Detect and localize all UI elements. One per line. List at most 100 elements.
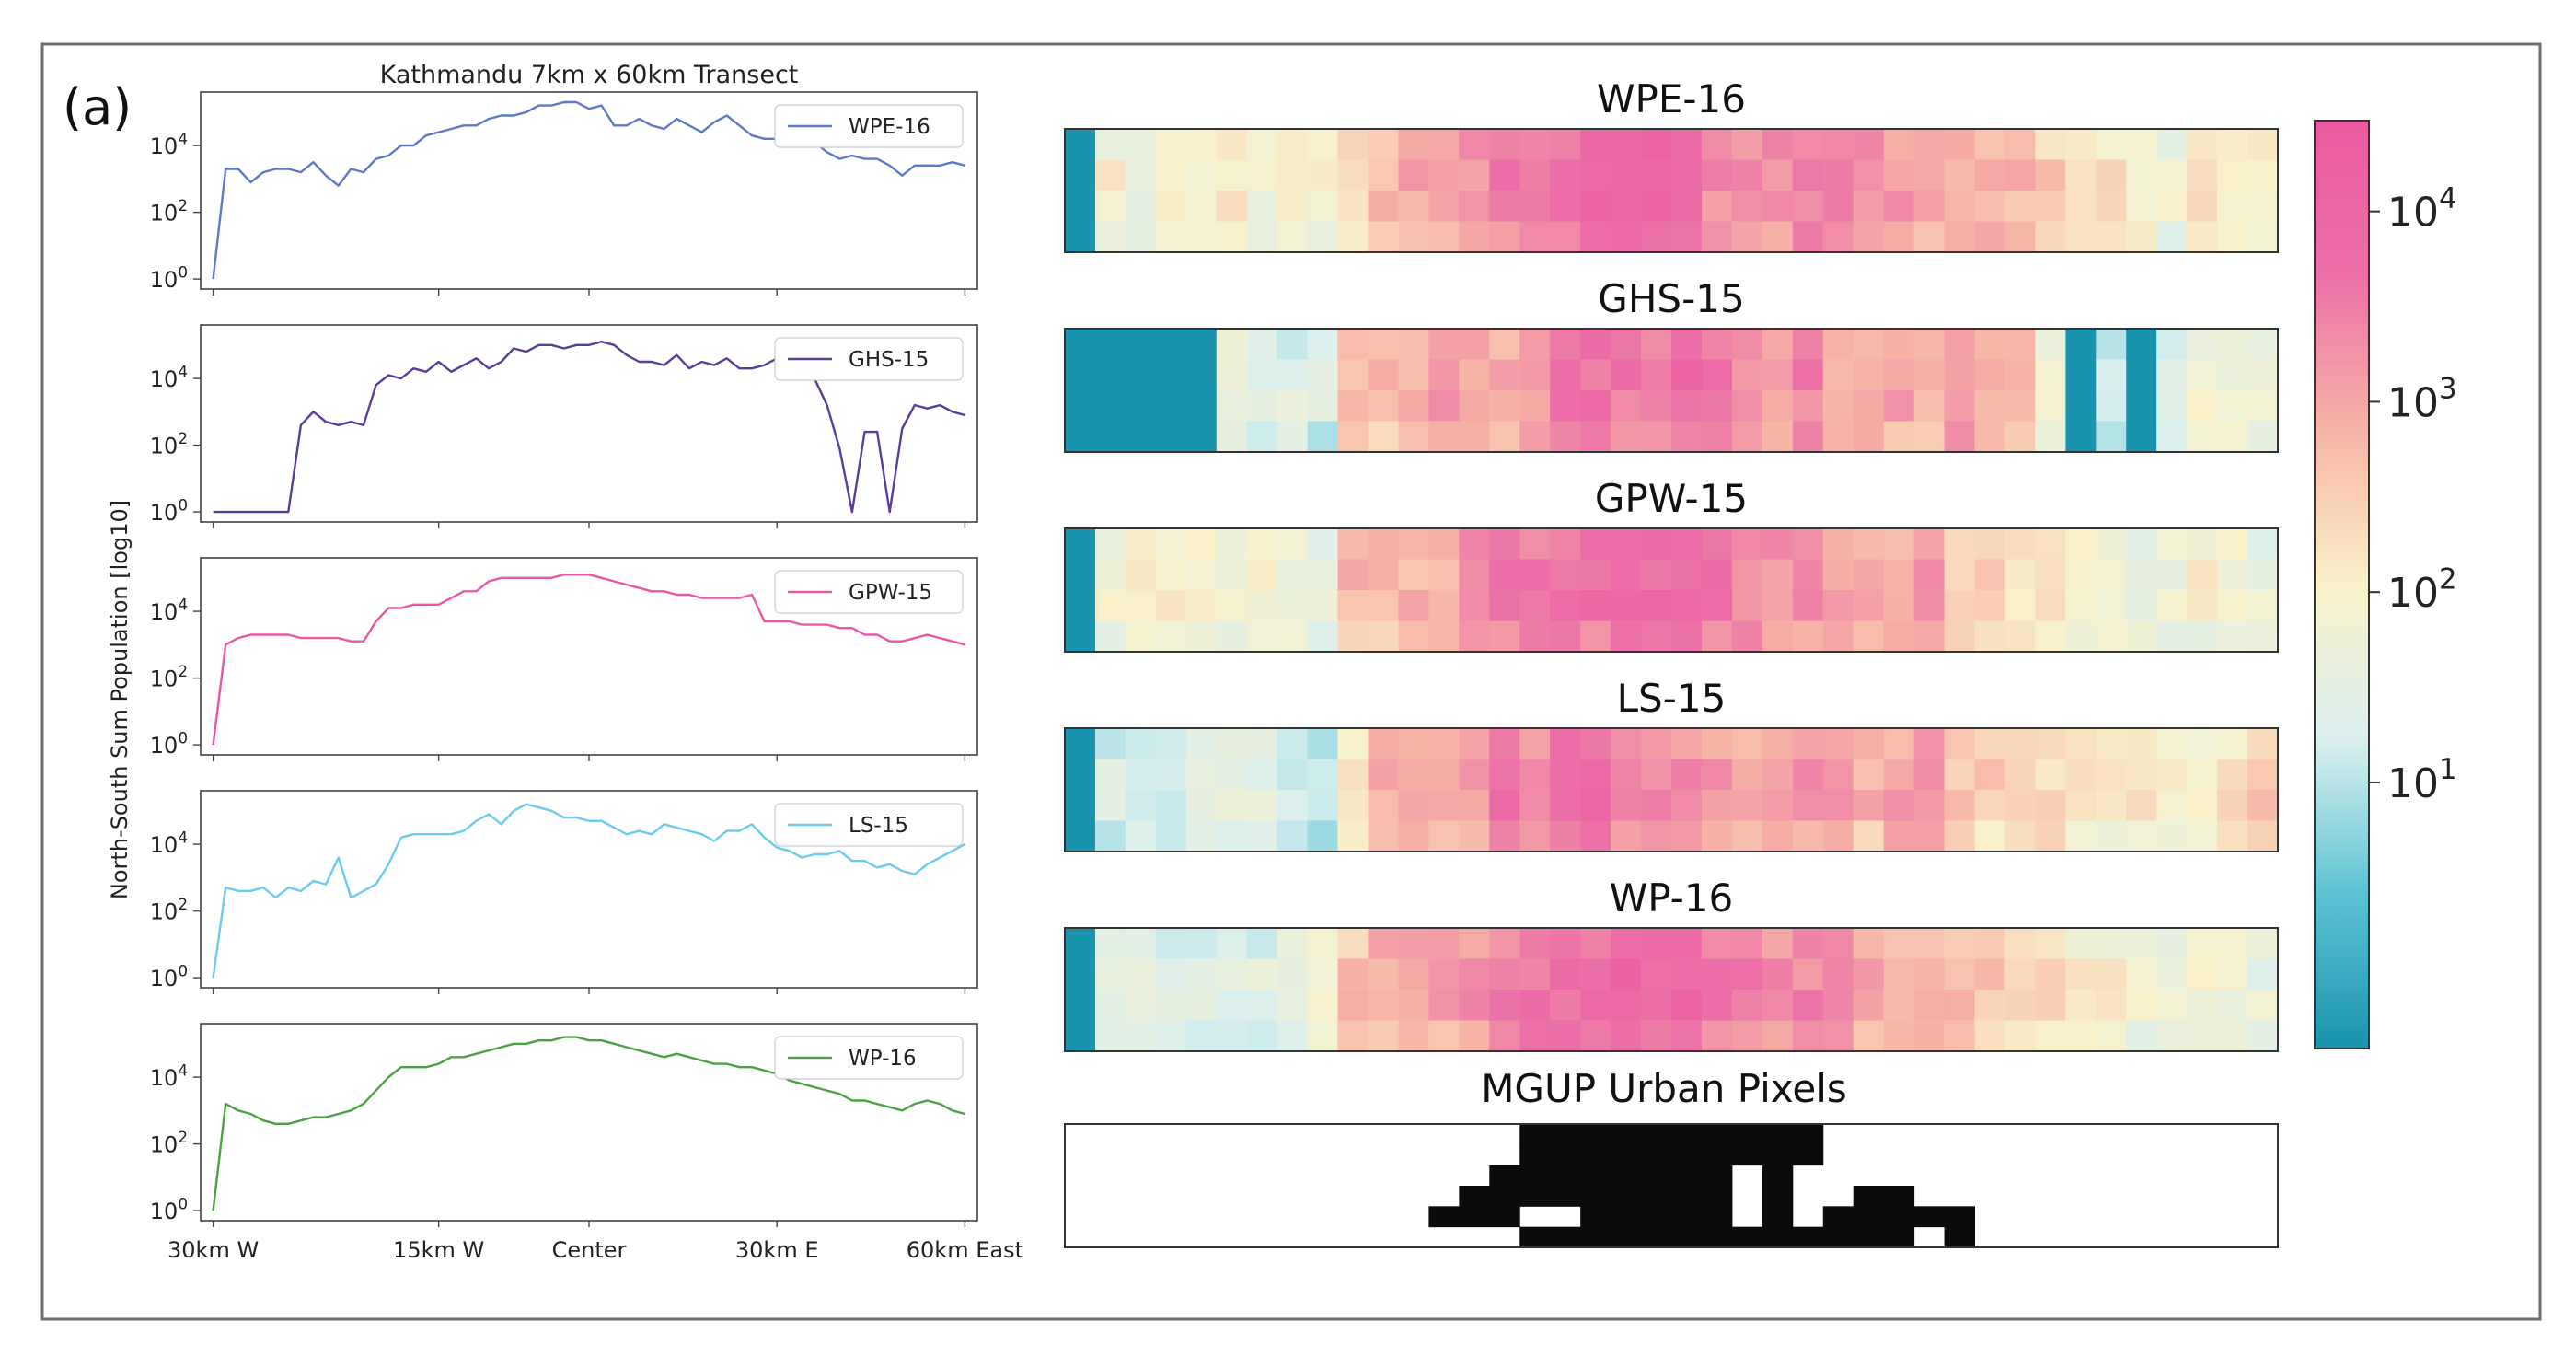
heatmap-cell [1246, 390, 1278, 423]
heatmap-cell [1428, 759, 1460, 791]
heatmap-cell [2247, 159, 2279, 191]
y-tick-label: 100 [150, 961, 188, 991]
heatmap-cell [1276, 528, 1309, 561]
heatmap-cell [1185, 728, 1218, 760]
heatmap-cell [1428, 728, 1460, 760]
heatmap-cell [2187, 421, 2218, 453]
heatmap-cell [1489, 759, 1520, 791]
heatmap-cell [1065, 159, 1096, 191]
heatmap-cell [1671, 620, 1703, 653]
heatmap-cell [1125, 191, 1157, 223]
heatmap-cell [1883, 159, 1915, 191]
heatmap-cell [1489, 1020, 1520, 1052]
heatmap-cell [1155, 820, 1187, 852]
heatmap-cell [1398, 1020, 1429, 1052]
heatmap-cell [1550, 329, 1581, 361]
heatmap-cell [1641, 421, 1672, 453]
heatmap-cell [2126, 790, 2157, 822]
urban-pixel-run [1580, 1206, 1733, 1228]
heatmap-cell [1276, 329, 1309, 361]
heatmap-cell [2004, 528, 2036, 561]
heatmap-cell [1792, 559, 1824, 591]
heatmap-cell [2187, 191, 2218, 223]
heatmap-cell [1276, 620, 1309, 653]
heatmap-cell [1883, 990, 1915, 1022]
heatmap-cell [1519, 559, 1551, 591]
heatmap-cell [1883, 928, 1915, 960]
heatmap-cell [1550, 790, 1581, 822]
heatmap-cell [1065, 590, 1096, 622]
heatmap-cell [1701, 390, 1733, 423]
colorbar-tick-label: 101 [2387, 753, 2457, 807]
urban-pixel-run [1519, 1226, 1703, 1248]
heatmap-cell [1307, 958, 1339, 991]
heatmap-cell [1368, 759, 1400, 791]
heatmap-cell [1155, 620, 1187, 653]
heatmap-cell [2187, 159, 2218, 191]
heatmap-cell [2247, 191, 2279, 223]
heatmap-cell [1762, 221, 1794, 253]
heatmap-cell [2065, 620, 2097, 653]
heatmap-cell [1519, 191, 1551, 223]
heatmap-cell [2217, 990, 2248, 1022]
heatmap-cell [1276, 590, 1309, 622]
y-tick-label: 102 [150, 429, 188, 459]
heatmap-cell [1246, 759, 1278, 791]
heatmap-cell [1276, 820, 1309, 852]
heatmap-cell [1337, 129, 1369, 161]
heatmap-cell [1368, 728, 1400, 760]
heatmap-cell [1580, 390, 1611, 423]
heatmap-cell [1762, 958, 1794, 991]
heatmap-cell [1428, 359, 1460, 391]
heatmap-cell [2035, 759, 2066, 791]
heatmap-cell [2065, 990, 2097, 1022]
heatmap-cell [2035, 590, 2066, 622]
heatmap-cell [1216, 928, 1248, 960]
heatmap-cell [2035, 990, 2066, 1022]
heatmap-cell [1883, 528, 1915, 561]
heatmap-cell [1822, 528, 1854, 561]
heatmap-cell [1974, 928, 2006, 960]
heatmap-cell [2035, 421, 2066, 453]
heatmap-cell [1731, 129, 1763, 161]
heatmap-cell [1701, 728, 1733, 760]
heatmap-cell [1276, 790, 1309, 822]
heatmap-cell [1519, 329, 1551, 361]
heatmap-cell [1701, 559, 1733, 591]
heatmap-cell [1246, 790, 1278, 822]
heatmap-cell [1368, 928, 1400, 960]
heatmap-cell [2187, 928, 2218, 960]
urban-pixel-run [1701, 1226, 1915, 1248]
heatmap-cell [2035, 928, 2066, 960]
heatmap-cell [2096, 221, 2127, 253]
heatmap-cell [1853, 728, 1885, 760]
heatmap-cell [2004, 559, 2036, 591]
heatmap-cell [1701, 928, 1733, 960]
heatmap-cell [1307, 790, 1339, 822]
heatmap-cell [1762, 790, 1794, 822]
heatmap-cell [1913, 790, 1946, 822]
heatmap-cell [1216, 421, 1248, 453]
heatmap-frame [1064, 527, 2279, 653]
heatmap-cell [2035, 221, 2066, 253]
heatmap-cell [1580, 159, 1611, 191]
heatmap-cell [1913, 958, 1946, 991]
heatmap-cell [1094, 421, 1126, 453]
legend-label: GPW-15 [849, 581, 932, 605]
heatmap-cell [1731, 820, 1763, 852]
heatmap-cell [1246, 559, 1278, 591]
heatmap-cell [2217, 221, 2248, 253]
heatmap-cell [1216, 1020, 1248, 1052]
heatmap-cell [1701, 790, 1733, 822]
heatmap-cell [1792, 359, 1824, 391]
heatmap-cell [1459, 590, 1490, 622]
legend: WPE-16 [774, 104, 964, 148]
colorbar-tick-label: 102 [2387, 562, 2457, 617]
heatmap-cell [1246, 159, 1278, 191]
heatmap-cell [1792, 990, 1824, 1022]
heatmap-cell [1913, 759, 1946, 791]
heatmap-cell [1094, 1020, 1126, 1052]
x-tick-label: Center [552, 1237, 627, 1263]
heatmap-cell [1519, 928, 1551, 960]
heatmap-cell [1428, 958, 1460, 991]
